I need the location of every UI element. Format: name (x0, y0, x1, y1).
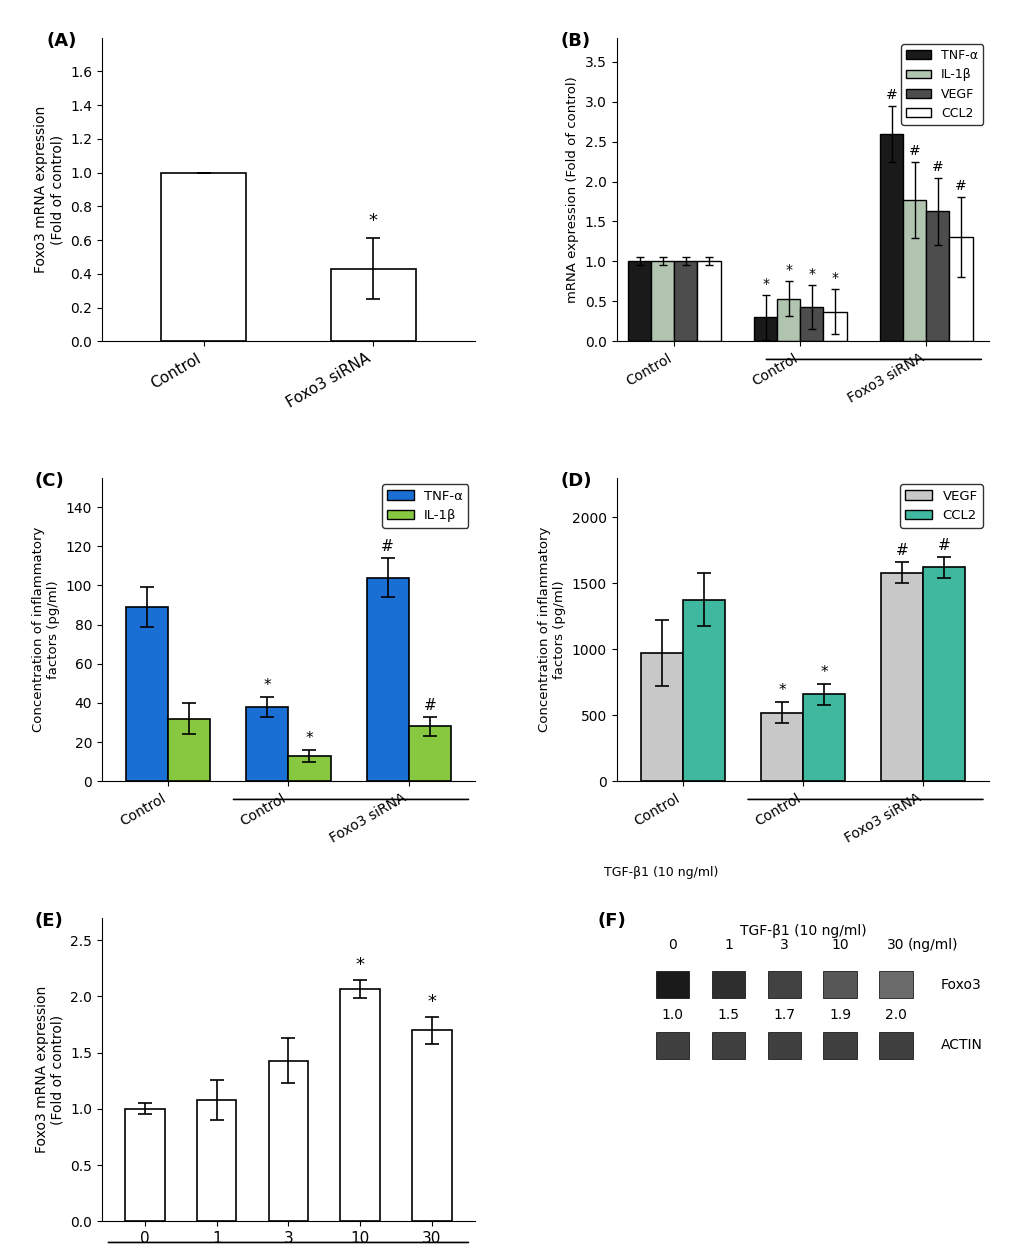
Text: 0: 0 (667, 938, 677, 952)
Text: #: # (908, 144, 920, 157)
Text: #: # (884, 88, 897, 102)
Bar (168, 719, 210, 782)
Bar (330, 268, 415, 341)
Bar (949, 238, 972, 341)
Legend: TNF-α, IL-1β, VEGF, CCL2: TNF-α, IL-1β, VEGF, CCL2 (900, 44, 982, 125)
Text: *: * (306, 731, 313, 747)
Text: 10: 10 (830, 938, 848, 952)
Text: *: * (819, 665, 827, 680)
Text: 2.0: 2.0 (884, 1008, 906, 1022)
Bar (655, 1031, 689, 1059)
Text: #: # (937, 538, 950, 553)
Text: #: # (381, 539, 393, 554)
Y-axis label: Concentration of inflammatory
factors (pg/ml): Concentration of inflammatory factors (p… (538, 526, 566, 733)
Y-axis label: mRNA expression (Fold of control): mRNA expression (Fold of control) (566, 76, 579, 303)
Bar (268, 1060, 308, 1221)
Bar (247, 706, 288, 782)
Bar (878, 971, 912, 998)
Text: (F): (F) (597, 912, 626, 929)
Text: #: # (931, 160, 943, 174)
Bar (767, 1031, 800, 1059)
Text: #: # (423, 697, 436, 713)
Bar (822, 971, 856, 998)
Bar (760, 713, 802, 782)
Bar (288, 755, 330, 782)
Text: #: # (954, 180, 966, 194)
Bar (878, 1031, 912, 1059)
Bar (674, 262, 697, 341)
Bar (753, 317, 776, 341)
Text: *: * (761, 277, 768, 291)
Bar (879, 133, 903, 341)
Text: *: * (777, 684, 785, 697)
Text: *: * (785, 263, 792, 277)
Text: *: * (830, 272, 838, 286)
Legend: VEGF, CCL2: VEGF, CCL2 (900, 485, 982, 528)
Text: (C): (C) (35, 472, 64, 490)
Text: ACTIN: ACTIN (940, 1039, 982, 1053)
Bar (197, 1100, 236, 1221)
Bar (697, 262, 719, 341)
Bar (366, 578, 409, 782)
Text: TGF-β1 (10 ng/ml): TGF-β1 (10 ng/ml) (739, 924, 865, 938)
Legend: TNF-α, IL-1β: TNF-α, IL-1β (381, 485, 468, 528)
Bar (711, 1031, 745, 1059)
Text: Foxo3: Foxo3 (940, 977, 980, 992)
Bar (802, 694, 844, 782)
Text: 30: 30 (887, 938, 904, 952)
Text: *: * (808, 267, 814, 281)
Text: 3: 3 (780, 938, 788, 952)
Bar (822, 312, 846, 341)
Text: (D): (D) (560, 472, 592, 490)
Y-axis label: Foxo3 mRNA expression
(Fold of control): Foxo3 mRNA expression (Fold of control) (35, 986, 64, 1153)
Bar (126, 607, 168, 782)
Text: (A): (A) (46, 31, 76, 49)
Bar (655, 971, 689, 998)
Bar (711, 971, 745, 998)
Bar (409, 726, 450, 782)
Text: 1.5: 1.5 (716, 1008, 739, 1022)
Text: *: * (263, 679, 271, 694)
Bar (650, 262, 674, 341)
Bar (922, 568, 964, 782)
Y-axis label: Concentration of inflammatory
factors (pg/ml): Concentration of inflammatory factors (p… (33, 526, 60, 733)
Text: TGF-β1 (10 ng/ml): TGF-β1 (10 ng/ml) (603, 866, 717, 879)
Bar (903, 200, 925, 341)
Bar (822, 1031, 856, 1059)
Bar (640, 652, 682, 782)
Bar (125, 1109, 165, 1221)
Bar (925, 212, 949, 341)
Text: *: * (356, 956, 364, 974)
Bar (340, 988, 379, 1221)
Text: #: # (895, 543, 908, 558)
Bar (880, 573, 922, 782)
Bar (161, 172, 246, 341)
Text: (ng/ml): (ng/ml) (907, 938, 958, 952)
Bar (412, 1030, 451, 1221)
Bar (767, 971, 800, 998)
Bar (776, 298, 800, 341)
Y-axis label: Foxo3 mRNA expression
(Fold of control): Foxo3 mRNA expression (Fold of control) (35, 106, 64, 273)
Bar (800, 307, 822, 341)
Text: *: * (368, 212, 377, 230)
Text: *: * (427, 993, 436, 1011)
Text: (E): (E) (35, 912, 63, 929)
Text: 1.0: 1.0 (661, 1008, 683, 1022)
Text: 1.9: 1.9 (828, 1008, 851, 1022)
Text: (B): (B) (560, 31, 590, 49)
Text: 1.7: 1.7 (772, 1008, 795, 1022)
Bar (682, 599, 725, 782)
Bar (628, 261, 650, 341)
Text: 1: 1 (723, 938, 732, 952)
